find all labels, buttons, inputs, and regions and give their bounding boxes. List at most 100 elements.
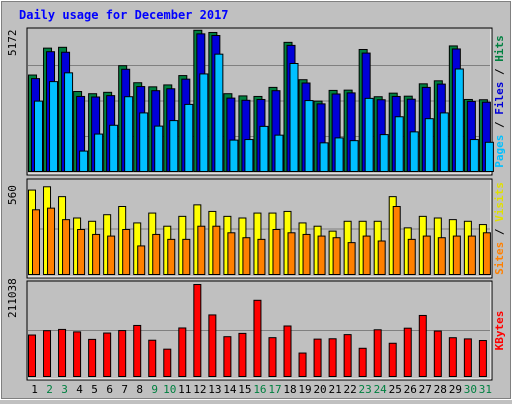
- day-label-4: 4: [76, 383, 83, 396]
- bar-kbytes-day-20: [313, 338, 322, 377]
- day-label-27: 27: [419, 383, 432, 396]
- day-label-1: 1: [31, 383, 38, 396]
- day-label-11: 11: [178, 383, 191, 396]
- legend-part: Hits: [493, 35, 506, 62]
- bar-sites-day-17: [272, 229, 281, 275]
- bar-sites-day-13: [212, 225, 221, 275]
- y-max-label: 211038: [6, 278, 19, 318]
- day-label-24: 24: [374, 383, 388, 396]
- chart-title: Daily usage for December 2017: [19, 8, 229, 22]
- bar-pages-day-5: [94, 133, 104, 172]
- day-label-14: 14: [223, 383, 237, 396]
- day-label-13: 13: [208, 383, 221, 396]
- panel-legend: Sites / Visits: [493, 182, 506, 275]
- bar-sites-day-3: [62, 219, 71, 275]
- bar-pages-day-25: [394, 116, 404, 172]
- day-label-18: 18: [283, 383, 296, 396]
- bar-sites-day-16: [257, 238, 266, 276]
- panel-pages-files-hits: 5172 Pages / Files / Hits: [6, 27, 506, 176]
- day-labels: 1 2 3 4 5 6 7 8 9 10 11 12 13 14 15 16 17 18 19 20 21 22 23 24 2…: [31, 383, 492, 396]
- bar-pages-day-22: [349, 140, 359, 172]
- bar-pages-day-4: [79, 150, 89, 172]
- bar-sites-day-28: [437, 237, 446, 275]
- bar-sites-day-7: [122, 229, 131, 275]
- bar-pages-day-20: [319, 142, 329, 172]
- bar-sites-day-30: [467, 235, 476, 275]
- bar-pages-day-21: [334, 137, 344, 173]
- bar-sites-day-21: [332, 237, 341, 275]
- day-label-28: 28: [434, 383, 447, 396]
- legend-part: Pages: [493, 135, 506, 168]
- bar-pages-day-16: [259, 125, 269, 172]
- legend-part: /: [493, 115, 506, 135]
- day-label-17: 17: [268, 383, 281, 396]
- day-label-7: 7: [121, 383, 128, 396]
- bar-kbytes-day-18: [283, 325, 292, 377]
- bar-kbytes-day-19: [298, 352, 307, 378]
- day-label-31: 31: [479, 383, 492, 396]
- bar-kbytes-day-5: [88, 338, 97, 378]
- panel-legend: Pages / Files / Hits: [493, 35, 506, 168]
- bar-sites-day-6: [107, 235, 116, 275]
- bar-pages-day-7: [124, 96, 134, 172]
- bar-sites-day-11: [182, 238, 191, 276]
- bar-pages-day-1: [34, 100, 43, 172]
- bar-pages-day-6: [109, 124, 119, 172]
- bar-sites-day-26: [407, 238, 416, 276]
- bar-kbytes-day-25: [388, 342, 397, 377]
- day-label-25: 25: [389, 383, 402, 396]
- bar-pages-day-30: [469, 139, 479, 172]
- day-label-22: 22: [344, 383, 357, 396]
- bar-kbytes-day-10: [163, 348, 172, 377]
- day-label-12: 12: [193, 383, 206, 396]
- bar-sites-day-22: [347, 242, 356, 275]
- bar-sites-day-10: [167, 238, 176, 276]
- bar-sites-day-15: [242, 237, 251, 275]
- bar-kbytes-day-15: [238, 332, 247, 377]
- bar-sites-day-20: [317, 235, 326, 275]
- bar-pages-day-8: [139, 112, 149, 172]
- bar-kbytes-day-8: [133, 324, 142, 377]
- bar-sites-day-23: [362, 235, 371, 275]
- bar-kbytes-day-13: [208, 314, 217, 377]
- bar-pages-day-23: [364, 97, 374, 172]
- bar-sites-day-9: [152, 233, 161, 276]
- bar-kbytes-day-17: [268, 337, 277, 378]
- bar-pages-day-18: [289, 63, 299, 172]
- bar-sites-day-2: [47, 207, 56, 275]
- bar-kbytes-day-31: [478, 340, 487, 377]
- day-label-26: 26: [404, 383, 417, 396]
- bar-kbytes-day-14: [223, 336, 232, 378]
- chart-panels: 5172 Pages / Files / Hits 560 Sites / Visit…: [6, 27, 506, 381]
- bar-sites-day-1: [32, 209, 40, 276]
- bar-kbytes-day-4: [73, 331, 82, 378]
- legend-part: Visits: [493, 182, 506, 222]
- bar-pages-day-10: [169, 120, 179, 172]
- day-label-16: 16: [253, 383, 266, 396]
- bar-kbytes-day-9: [148, 339, 157, 378]
- day-label-9: 9: [151, 383, 158, 396]
- bar-kbytes-day-21: [328, 338, 337, 377]
- bar-kbytes-day-3: [58, 328, 67, 378]
- bar-kbytes-day-28: [433, 330, 442, 377]
- bar-kbytes-day-30: [463, 338, 472, 377]
- bar-sites-day-27: [422, 235, 431, 275]
- bar-kbytes-day-26: [403, 327, 412, 377]
- bar-sites-day-14: [227, 232, 236, 276]
- bar-sites-day-24: [377, 240, 386, 275]
- bar-kbytes-day-24: [373, 329, 382, 378]
- bar-pages-day-9: [154, 125, 164, 172]
- bar-kbytes-day-22: [343, 334, 352, 378]
- bar-kbytes-day-6: [103, 332, 112, 377]
- day-label-10: 10: [163, 383, 176, 396]
- bar-pages-day-19: [304, 100, 314, 172]
- day-label-8: 8: [136, 383, 143, 396]
- bar-sites-day-12: [197, 225, 206, 275]
- day-label-2: 2: [46, 383, 53, 396]
- bar-kbytes-day-23: [358, 347, 367, 378]
- bar-sites-day-4: [77, 229, 86, 275]
- day-label-6: 6: [106, 383, 113, 396]
- bar-kbytes-day-16: [253, 299, 262, 378]
